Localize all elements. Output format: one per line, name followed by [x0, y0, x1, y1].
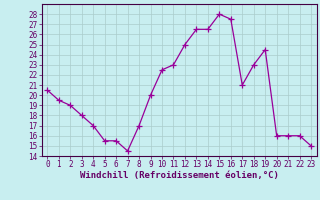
- X-axis label: Windchill (Refroidissement éolien,°C): Windchill (Refroidissement éolien,°C): [80, 171, 279, 180]
